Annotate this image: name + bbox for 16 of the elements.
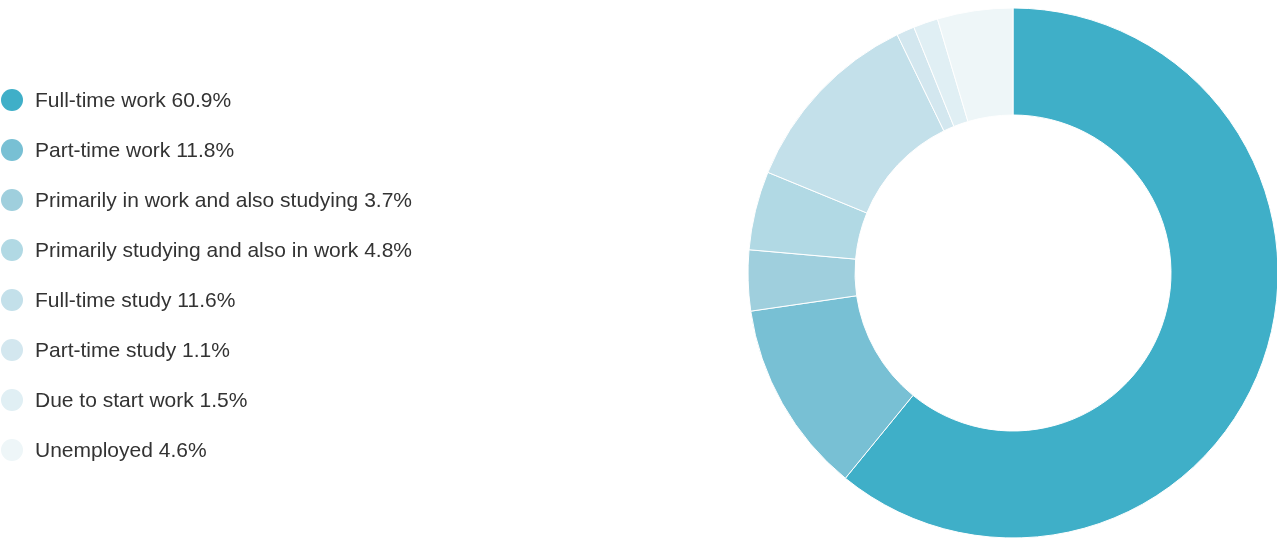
legend-label: Primarily studying and also in work: [35, 238, 359, 262]
data-label: 11.8%: [176, 138, 235, 162]
data-label: 60.9%: [171, 88, 232, 112]
legend-label: Full-time work: [35, 88, 166, 112]
data-label: 4.8%: [364, 238, 412, 262]
legend-label: Full-time study: [35, 288, 172, 312]
legend-label: Due to start work: [35, 388, 194, 412]
legend-label: Part-time work: [35, 138, 171, 162]
data-label: 4.6%: [158, 438, 207, 462]
data-label: 11.6%: [177, 288, 236, 312]
legend-label: Unemployed: [35, 438, 153, 462]
legend-label: Primarily in work and also studying: [35, 188, 359, 212]
data-label: 1.1%: [182, 338, 230, 362]
data-label: 1.5%: [199, 388, 248, 412]
data-label: 3.7%: [364, 188, 412, 212]
legend-label: Part-time study: [35, 338, 177, 362]
